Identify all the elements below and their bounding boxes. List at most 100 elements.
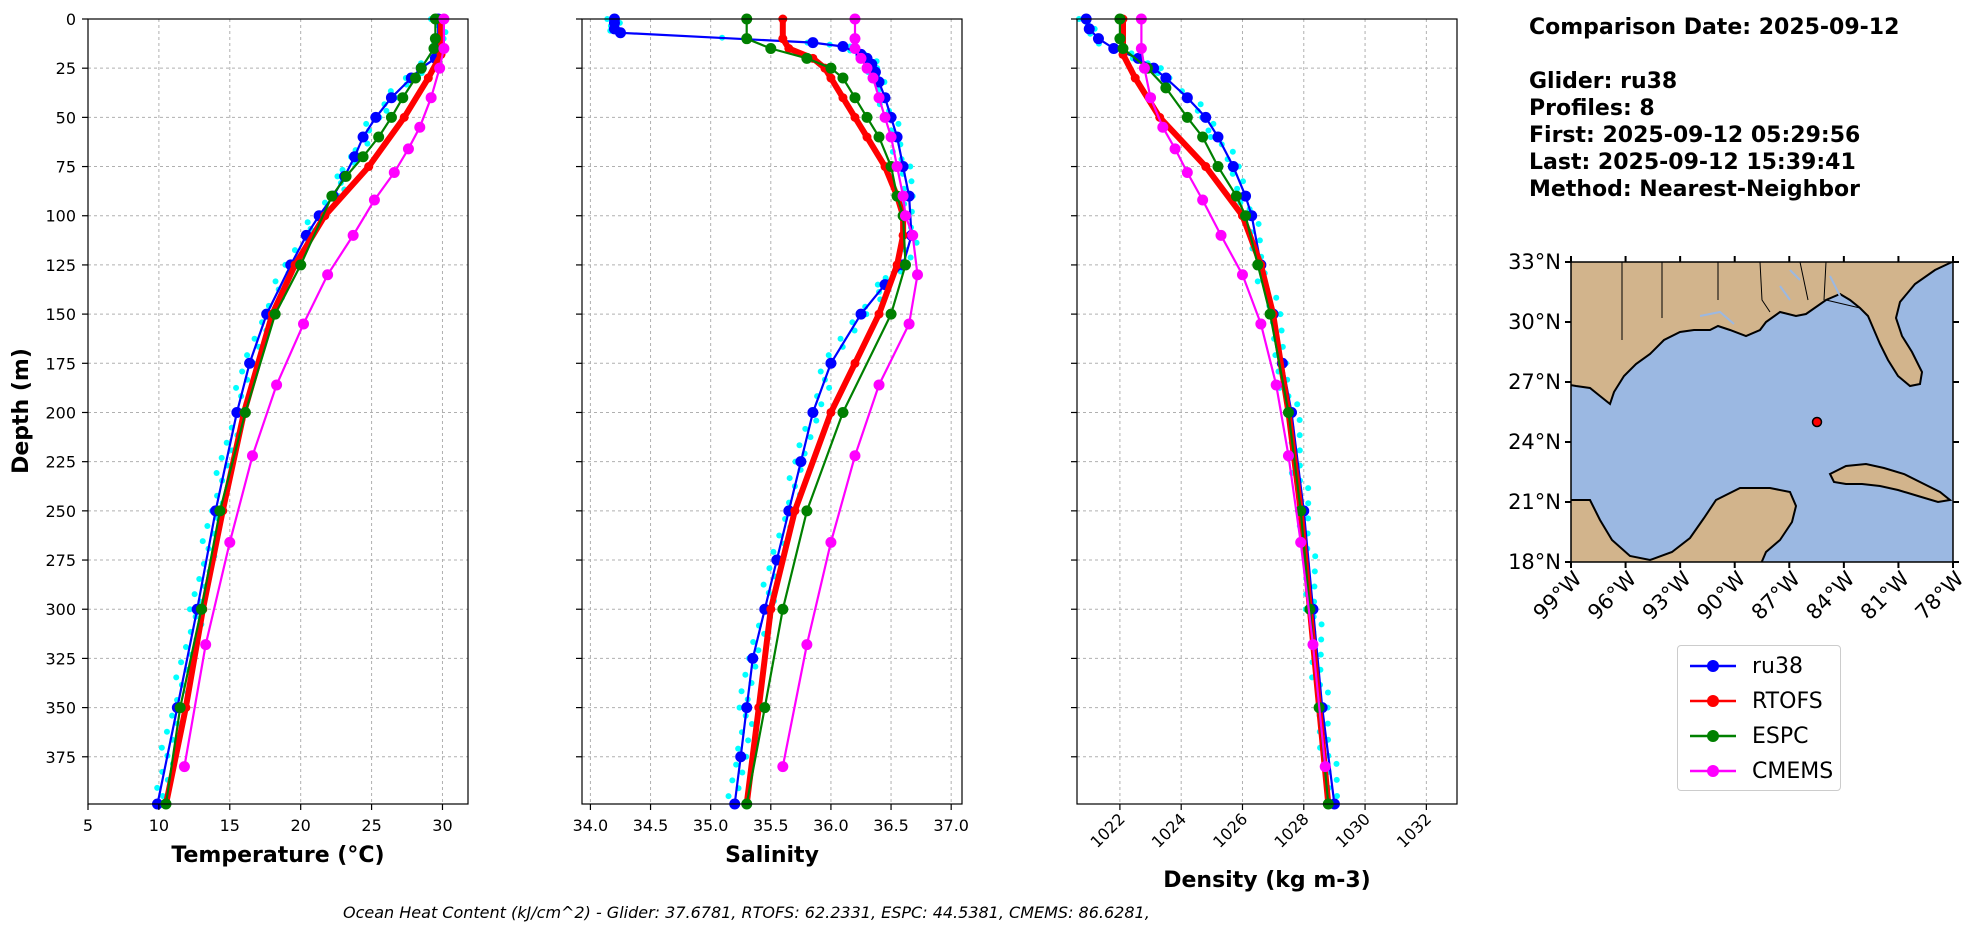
temperature-glider-raw-point [169,712,176,719]
depth-tick-label: 300 [45,600,76,619]
salinity-glider-raw-point [770,548,777,555]
density-glider-raw-point [1254,278,1261,285]
salinity-glider-raw-point [729,777,736,784]
salinity-point-espc [849,92,861,104]
density-point-cmems [1307,639,1319,651]
salinity-glider-raw-point [760,581,767,588]
salinity-point-espc [899,259,911,271]
salinity-point-cmems [879,111,891,123]
temperature-glider-raw-point [154,784,161,791]
temperature-point-espc [428,43,440,55]
comparison-date: Comparison Date: 2025-09-12 [1529,15,1900,40]
density-glider-raw-point [1296,417,1303,424]
temperature-glider-raw-point [158,744,165,751]
salinity-point-cmems [801,639,813,651]
salinity-glider-raw-point [742,671,749,678]
salinity-point-cmems [891,161,903,173]
temperature-point-cmems [347,229,359,241]
temperature-point-espc [269,308,281,320]
salinity-glider-raw-point [739,769,746,776]
density-point-espc [1282,406,1294,418]
salinity-glider-raw-point [736,704,743,711]
map-land-us [1571,262,1953,406]
density-xtick-label: 1032 [1393,809,1435,851]
depth-tick-label: 75 [56,158,76,177]
density-point-cmems [1157,121,1169,133]
density-glider-raw-point [1305,485,1312,492]
temperature-glider-raw-point [213,470,220,477]
salinity-point-cmems [899,210,911,222]
density-glider-raw-point [1318,636,1325,643]
salinity-glider-raw-point [738,688,745,695]
salinity-glider-raw-point [913,239,920,246]
density-point-cmems [1169,143,1181,155]
temperature-xtick-label: 20 [291,816,311,835]
temperature-xtick-label: 30 [432,816,452,835]
temperature-point-rtofs [364,162,374,172]
temperature-glider-raw-point [223,439,230,446]
salinity-point-espc [801,52,813,64]
ocean-heat-content-footer: Ocean Heat Content (kJ/cm^2) - Glider: 3… [343,903,1150,922]
temperature-glider-raw-point [182,644,189,651]
salinity-xlabel: Salinity [725,843,819,868]
salinity-point-ru38 [741,702,753,714]
temperature-point-espc [239,406,251,418]
temperature-glider-raw-point [363,120,370,127]
salinity-glider-raw-point [752,663,759,670]
temperature-axes-frame [87,18,469,805]
salinity-point-rtofs [850,358,860,368]
salinity-point-ru38 [855,308,867,320]
temperature-point-espc [373,131,385,143]
density-xtick-label: 1026 [1209,809,1251,851]
salinity-point-espc [801,505,813,517]
density-glider-raw-point [1311,568,1318,575]
temperature-panel: 5 10 15 20 25 3002550751001251501752002252502… [9,10,469,868]
depth-tick-label: 25 [56,59,76,78]
temperature-point-ru38 [349,151,361,163]
temperature-point-espc [415,62,427,74]
temperature-glider-raw-point [196,575,203,582]
temperature-point-cmems [402,143,414,155]
salinity-point-cmems [873,92,885,104]
salinity-point-rtofs [850,112,860,122]
density-point-cmems [1181,166,1193,178]
temperature-point-cmems [414,121,426,133]
salinity-xtick-label: 36.0 [813,816,849,835]
map-lat-label: 27°N [1508,370,1561,394]
salinity-xtick-label: 36.5 [873,816,909,835]
density-point-espc [1114,33,1126,45]
map-land-cuba [1828,462,1953,504]
salinity-point-cmems [849,450,861,462]
salinity-glider-raw-point [755,647,762,654]
legend-item-ru38: ru38 [1686,649,1803,683]
temperature-point-espc [357,151,369,163]
temperature-glider-raw-point [178,659,185,666]
density-point-espc [1230,190,1242,202]
map-land-mexico [1571,487,1798,562]
salinity-glider-raw-point [907,163,914,170]
density-glider-raw-point [1234,185,1241,192]
temperature-point-espc [340,170,352,182]
temperature-glider-raw-point [334,173,341,180]
salinity-glider-raw-point [813,417,820,424]
legend-label-cmems: CMEMS [1752,758,1834,784]
temperature-point-cmems [224,536,236,548]
temperature-xlabel: Temperature (°C) [171,843,384,868]
density-glider-raw-point [1273,294,1280,301]
density-point-cmems [1197,194,1209,206]
density-line-rtofs [1120,19,1332,805]
salinity-point-cmems [897,190,909,202]
temperature-glider-raw-point [383,107,390,114]
density-axes-frame [1076,18,1458,805]
density-point-cmems [1145,92,1157,104]
salinity-point-rtofs [766,604,776,614]
density-glider-raw-point [1318,621,1325,628]
salinity-point-rtofs [892,260,902,270]
legend-item-espc: ESPC [1686,719,1809,753]
density-point-ru38 [1083,23,1095,35]
salinity-panel: 34.0 34.5 35.0 35.5 36.0 36.5 37.0 Salinity [573,13,969,868]
temperature-xtick-label: 15 [220,816,240,835]
density-glider-raw-point [1296,447,1303,454]
temperature-point-cmems [438,43,450,55]
temperature-point-espc [214,505,226,517]
